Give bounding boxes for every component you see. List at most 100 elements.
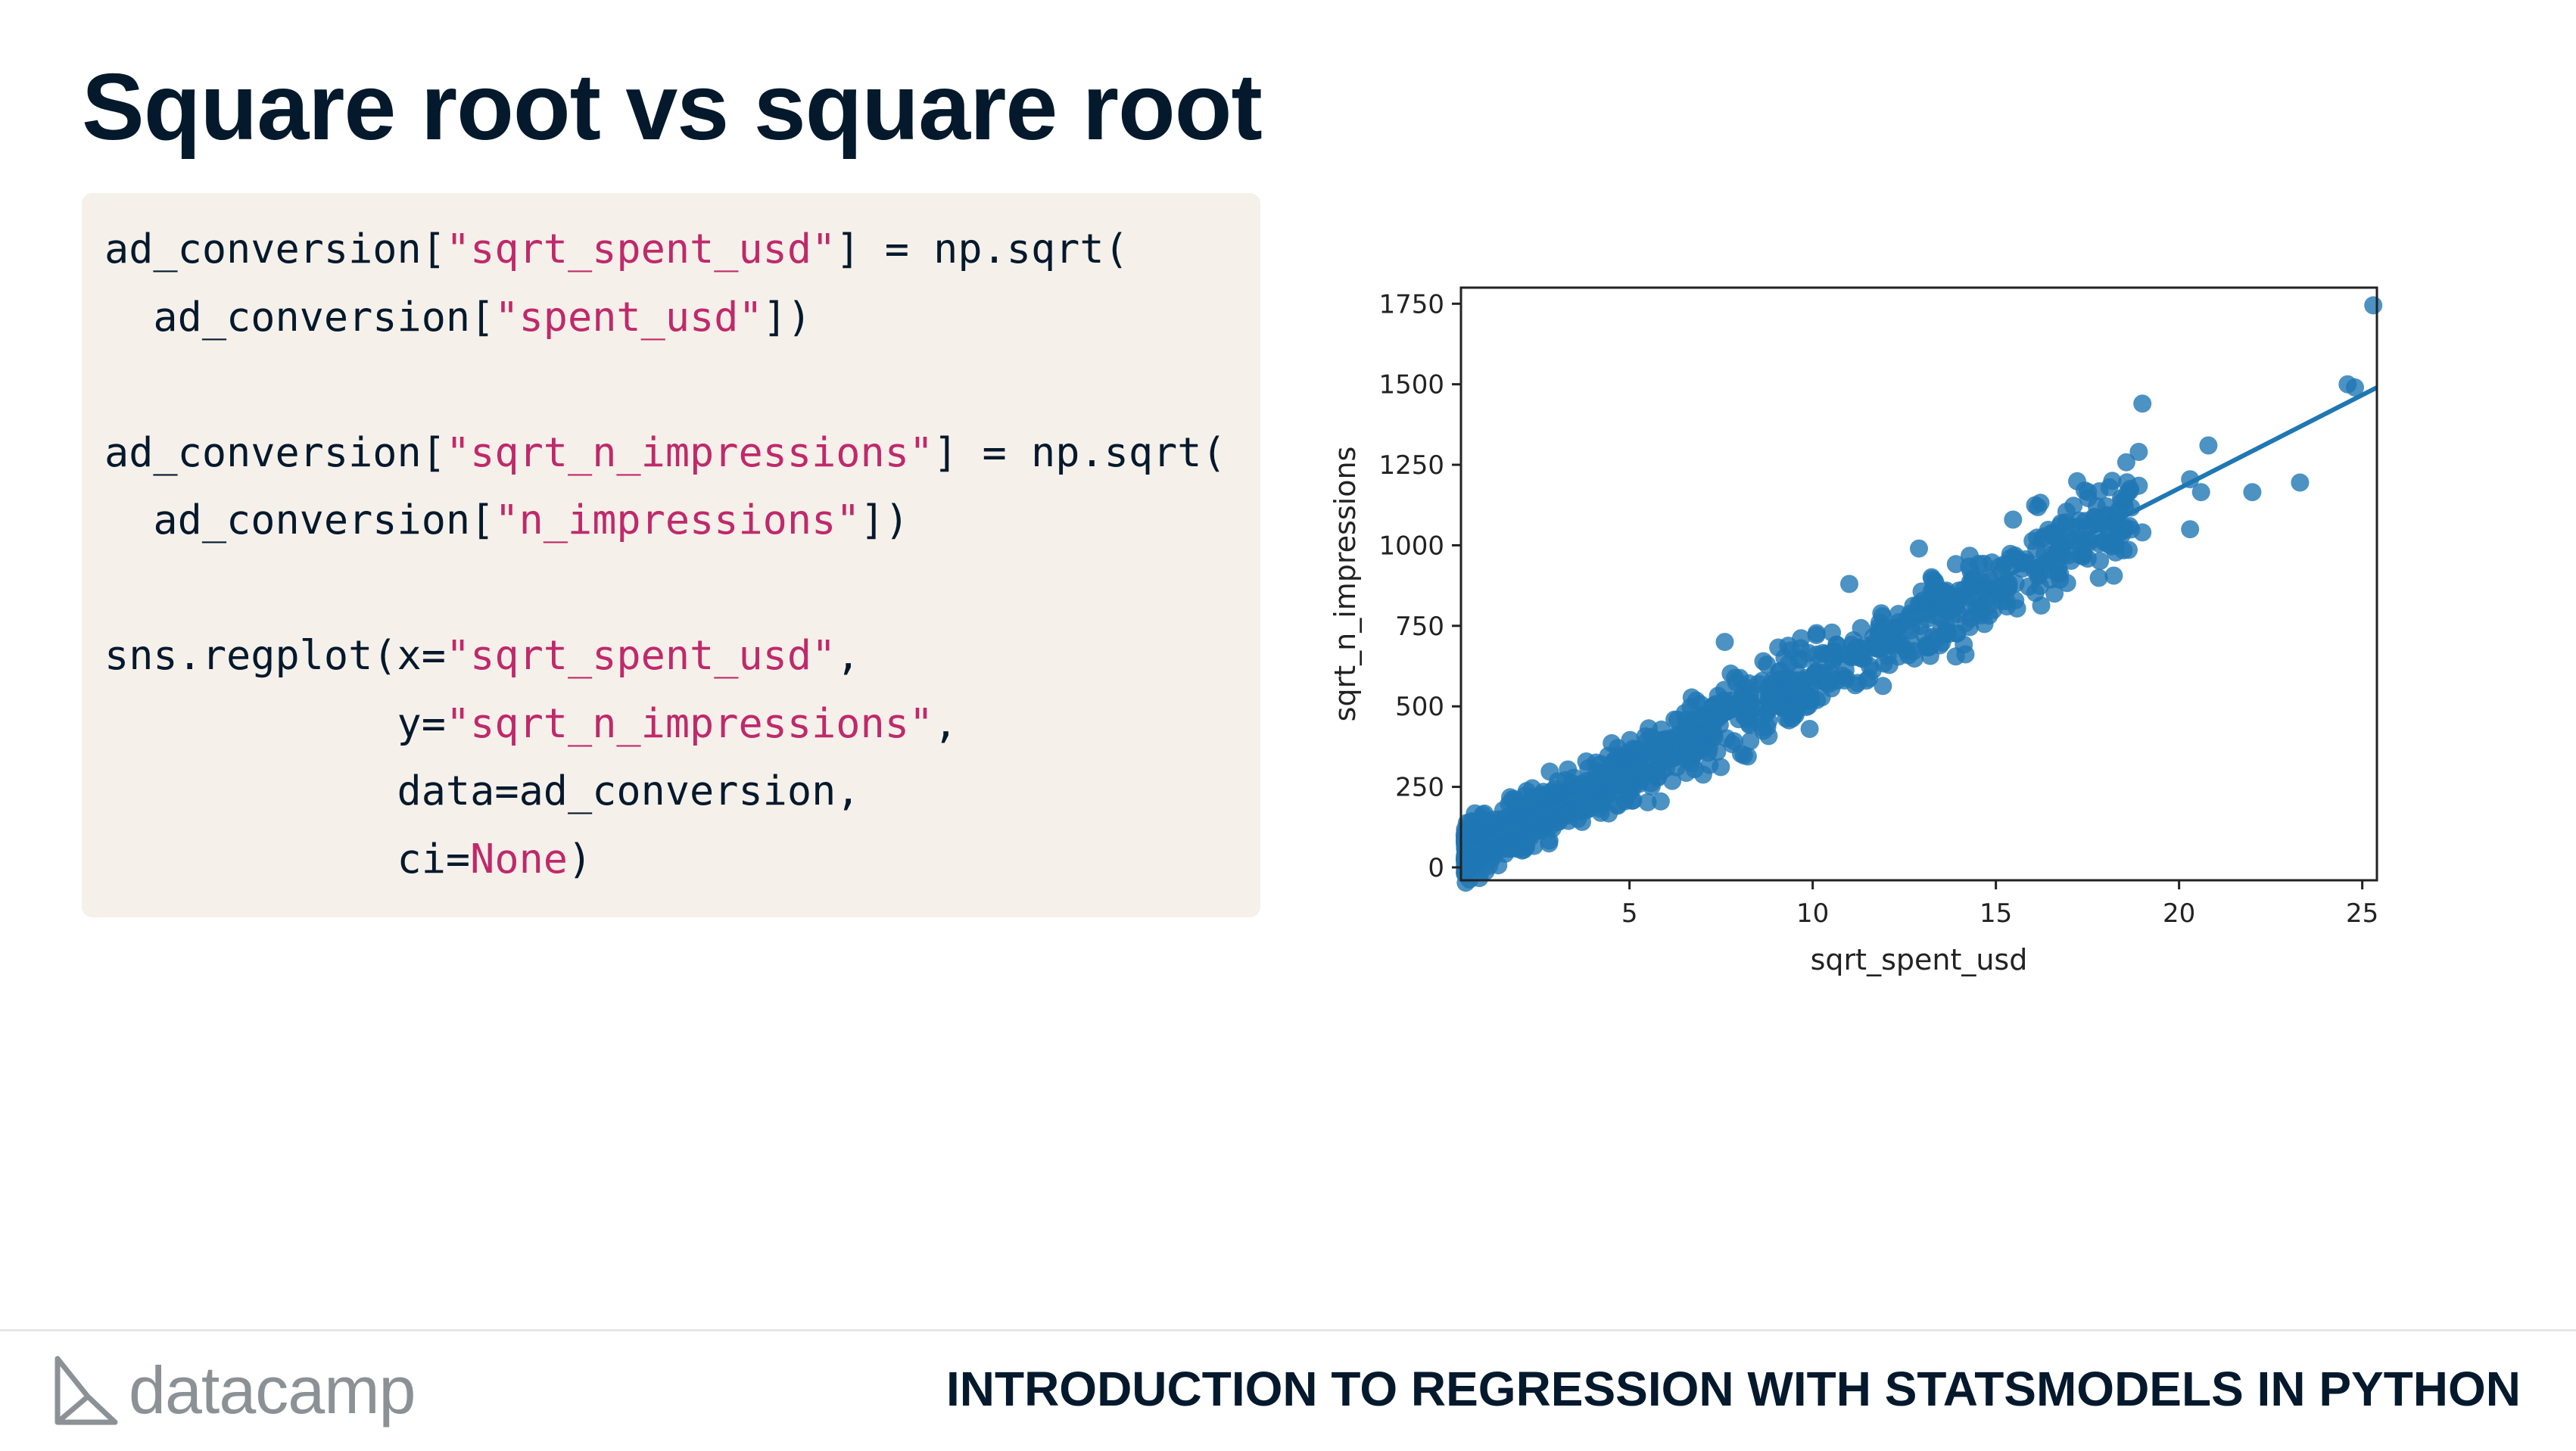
scatter-point [1606, 755, 1624, 774]
code-token: ad_conversion[ [104, 225, 446, 272]
scatter-point [2028, 528, 2047, 547]
code-token: ) [568, 834, 593, 883]
scatter-point [2181, 520, 2200, 539]
scatter-point [1677, 750, 1696, 769]
scatter-point [1715, 633, 1734, 652]
scatter-point [2004, 510, 2023, 529]
code-line: ci=None) [104, 825, 1226, 893]
code-line [104, 554, 1226, 622]
scatter-point [1927, 631, 1945, 649]
code-line: ad_conversion["sqrt_spent_usd"] = np.sqr… [104, 215, 1226, 283]
scatter-point [2346, 378, 2364, 397]
y-tick-label: 750 [1395, 612, 1444, 642]
plot-frame [1459, 286, 2378, 882]
scatter-point [2129, 476, 2148, 495]
code-token: ci= [104, 834, 471, 883]
scatter-point [1875, 616, 1894, 635]
x-tick-label: 20 [2163, 898, 2195, 929]
scatter-point [1791, 639, 1810, 658]
y-tick-label: 0 [1428, 853, 1444, 883]
scatter-point [2191, 483, 2210, 502]
course-title: INTRODUCTION TO REGRESSION WITH STATSMOD… [945, 1362, 2521, 1416]
scatter-point [1599, 804, 1618, 823]
scatter-point [1946, 555, 1965, 574]
x-axis-ticks: 5 10 15 20 25 [1621, 880, 2378, 929]
code-line: y="sqrt_n_impressions", [104, 690, 1226, 758]
scatter-point [1825, 643, 1844, 662]
scatter-point [1942, 607, 1961, 626]
scatter-point [1889, 647, 1908, 666]
scatter-point [1754, 652, 1773, 671]
code-token: ] = np.sqrt( [933, 428, 1226, 476]
scatter-point [2051, 516, 2070, 535]
logo-wordmark: datacamp [129, 1353, 416, 1428]
scatter-point [1860, 669, 1878, 688]
y-axis-ticks: 0 250 500 750 1000 1250 1500 1750 [1378, 289, 1461, 883]
x-tick-label: 5 [1621, 898, 1638, 929]
scatter-point [2057, 574, 2076, 593]
scatter-point [1910, 539, 1928, 558]
scatter-point [1840, 574, 1858, 593]
code-token: ad_conversion[ [104, 428, 446, 476]
scatter-point [1835, 671, 1854, 690]
page-title: Square root vs square root [82, 55, 1263, 160]
scatter-point [1558, 802, 1577, 821]
scatter-point [1466, 823, 1484, 842]
scatter-point [1926, 585, 1945, 604]
scatter-point [2079, 483, 2098, 501]
scatter-point [1687, 709, 1705, 728]
code-token: sns.regplot(x= [104, 631, 446, 679]
scatter-point [2045, 584, 2064, 603]
scatter-point [1972, 606, 1991, 624]
scatter-point [2094, 532, 2113, 551]
scatter-point [2243, 483, 2262, 502]
code-token: , [836, 631, 861, 679]
regression-line [1459, 385, 2378, 857]
scatter-point [1721, 664, 1740, 683]
scatter-point [1775, 649, 1794, 668]
code-line: ad_conversion["sqrt_n_impressions"] = np… [104, 419, 1226, 487]
scatter-point [1741, 732, 1760, 750]
scatter-point [2026, 496, 2045, 515]
scatter-point [1740, 674, 1758, 693]
code-token: y= [104, 699, 446, 747]
scatter-point [2000, 556, 2019, 574]
scatter-point [1807, 624, 1826, 643]
y-tick-label: 1250 [1378, 450, 1444, 481]
code-block [82, 193, 1260, 917]
scatter-point [2117, 453, 2135, 472]
scatter-point [2133, 394, 2152, 413]
scatter-point [2064, 497, 2083, 515]
y-tick-label: 250 [1395, 773, 1444, 803]
y-tick-label: 1500 [1378, 370, 1444, 400]
code-string-token: "spent_usd" [494, 292, 763, 341]
scatter-point [1801, 689, 1820, 708]
code-line: ad_conversion["spent_usd"]) [104, 283, 1226, 351]
y-tick-label: 1750 [1378, 289, 1444, 319]
scatter-point [1759, 727, 1778, 746]
scatter-point [1989, 582, 2008, 601]
code-token: ad_conversion[ [104, 292, 495, 341]
code-string-token: "n_impressions" [494, 496, 861, 543]
code-token: ad_conversion[ [104, 496, 495, 543]
x-tick-label: 15 [1980, 898, 2012, 929]
scatter-point [2199, 436, 2218, 455]
scatter-point [1657, 758, 1676, 777]
scatter-point [2026, 584, 2045, 603]
y-tick-label: 500 [1395, 692, 1444, 722]
code-token: ] = np.sqrt( [836, 225, 1129, 272]
code-line: data=ad_conversion, [104, 757, 1226, 825]
scatter-point [1946, 647, 1965, 666]
scatter-point [1800, 720, 1819, 738]
code-string-token: None [470, 834, 568, 883]
scatter-point [2104, 566, 2123, 585]
scatter-point [1651, 792, 1670, 811]
scatter-point [1638, 792, 1657, 811]
datacamp-logo: datacamp [51, 1349, 416, 1432]
x-tick-label: 25 [2346, 898, 2378, 929]
code-line: ad_conversion["n_impressions"]) [104, 486, 1226, 554]
scatter-point [1905, 642, 1923, 661]
scatter-point [2062, 551, 2081, 570]
scatter-point [2068, 517, 2087, 536]
scatter-point [2133, 523, 2152, 542]
